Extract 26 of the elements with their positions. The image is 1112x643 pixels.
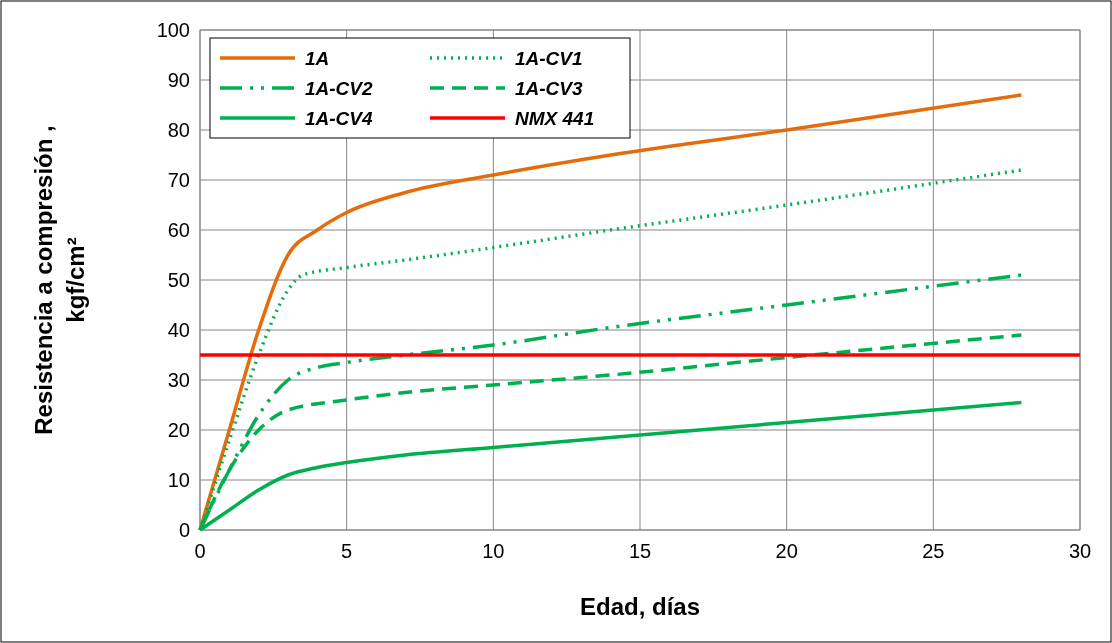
- y-tick-label: 90: [167, 69, 190, 91]
- legend-label: 1A-CV1: [515, 48, 583, 69]
- y-tick-label: 70: [167, 169, 190, 191]
- y-tick-label: 0: [178, 519, 190, 541]
- legend-label: 1A-CV4: [305, 108, 374, 129]
- legend-label: 1A-CV3: [515, 78, 584, 99]
- x-axis-title: Edad, días: [579, 593, 701, 620]
- y-tick-label: 100: [156, 19, 190, 41]
- y-tick-label: 40: [167, 319, 190, 341]
- y-axis-title: Resistencia a compresión , kgf/cm²: [30, 125, 89, 435]
- x-tick-label: 20: [775, 540, 798, 562]
- x-tick-label: 15: [628, 540, 652, 562]
- legend-label: 1A: [305, 48, 330, 69]
- y-tick-label: 30: [167, 369, 190, 391]
- legend-label: 1A-CV2: [305, 78, 374, 99]
- x-tick-label: 25: [922, 540, 945, 562]
- x-tick-label: 5: [341, 540, 353, 562]
- y-tick-label: 10: [167, 469, 190, 491]
- y-tick-label: 60: [167, 219, 190, 241]
- x-tick-label: 10: [482, 540, 505, 562]
- legend-label: NMX 441: [515, 108, 595, 129]
- y-tick-label: 20: [167, 419, 190, 441]
- y-tick-label: 50: [167, 269, 190, 291]
- x-tick-label: 30: [1068, 540, 1092, 562]
- x-tick-label: 0: [194, 540, 206, 562]
- y-tick-label: 80: [167, 119, 190, 141]
